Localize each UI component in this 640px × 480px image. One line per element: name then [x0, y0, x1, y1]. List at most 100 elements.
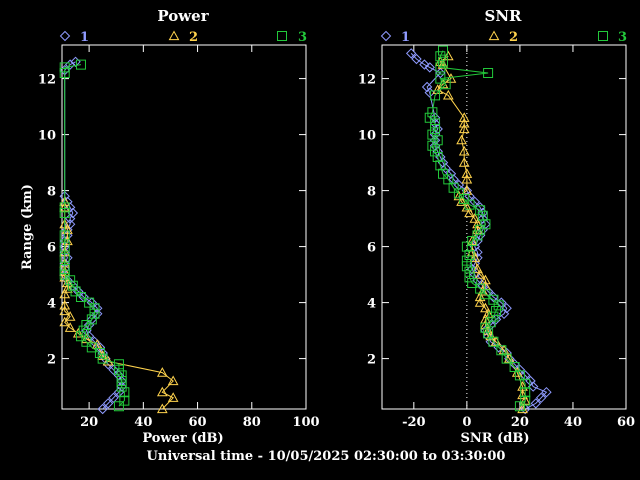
snr-series-2-point: [472, 263, 483, 274]
power-series-3-point: [119, 395, 130, 406]
power-ytick-label: 2: [47, 353, 56, 368]
power-xtick-label: 100: [292, 415, 319, 430]
power-ylabel: Range (km): [20, 184, 35, 270]
snr-legend-marker-2: [488, 30, 500, 41]
snr-series-3-point: [443, 174, 454, 185]
snr-series-3-point: [461, 261, 472, 272]
snr-series-3-point: [435, 62, 446, 73]
snr-series-3-point: [430, 124, 441, 134]
power-xtick-label: 40: [134, 415, 152, 430]
snr-series-1-point: [477, 213, 488, 224]
snr-series-3-point: [461, 241, 472, 252]
snr-series-3-point: [491, 306, 502, 316]
power-series-3-point: [59, 252, 70, 263]
snr-series-3-point: [464, 199, 475, 210]
snr-ytick-label: 6: [367, 241, 376, 256]
power-series-2-point: [156, 403, 168, 414]
power-xtick-label: 60: [189, 415, 207, 430]
power-legend-marker-1: [59, 30, 71, 42]
snr-series-2-point: [472, 218, 483, 229]
power-ytick-label: 8: [47, 185, 56, 200]
snr-series-3-point: [475, 283, 486, 294]
snr-ytick-label: 2: [367, 353, 376, 368]
snr-legend-marker-3: [598, 31, 608, 41]
snr-series-3-point: [488, 336, 499, 347]
snr-series-3-point: [520, 387, 531, 398]
snr-series-1-point: [501, 347, 512, 359]
snr-series-3-point: [514, 401, 525, 412]
snr-xtick-label: -20: [402, 415, 426, 430]
power-series-3-point: [81, 336, 92, 347]
snr-series-2-point: [442, 89, 454, 100]
snr-xlabel: SNR (dB): [461, 431, 530, 446]
power-series-1-point: [94, 342, 106, 353]
power-axes-frame: [61, 44, 307, 410]
power-series-2-point: [59, 266, 71, 276]
snr-series-2-point: [445, 73, 457, 83]
power-series-2-point: [59, 288, 71, 299]
snr-series-3-point: [430, 118, 441, 129]
power-series-3-point: [84, 297, 95, 308]
power-series-1-point: [97, 403, 108, 415]
power-series-3-point: [59, 269, 70, 280]
snr-series-3-point: [483, 68, 494, 78]
footer-time-range: Universal time - 10/05/2025 02:30:00 to …: [147, 449, 506, 464]
snr-series-3-point: [430, 90, 441, 101]
snr-series-1-point: [530, 398, 542, 409]
snr-series-1-point: [419, 59, 430, 70]
snr-ytick-label: 8: [367, 185, 376, 200]
power-series-2-point: [156, 367, 168, 377]
power-series-2-point: [167, 375, 179, 386]
power-series-3-point: [113, 364, 124, 375]
snr-legend-label-2: 2: [509, 30, 518, 45]
snr-series-3-point: [472, 230, 483, 241]
snr-series-3-point: [509, 362, 520, 372]
snr-series-3-point: [480, 322, 491, 333]
snr-series-3-point: [448, 182, 459, 193]
power-series-2-point: [81, 333, 92, 344]
snr-series-2-point: [458, 145, 470, 156]
snr-series-1-point: [541, 386, 552, 398]
power-legend-marker-2: [168, 30, 180, 41]
power-series-3-point: [113, 401, 124, 412]
power-ytick-label: 6: [47, 241, 56, 256]
power-series-3-point: [59, 230, 70, 241]
snr-series-2-point: [480, 302, 491, 313]
power-series-3-line: [64, 64, 125, 407]
snr-series-2-point: [474, 269, 486, 279]
snr-title: SNR: [484, 7, 522, 25]
snr-series-2-point: [469, 213, 481, 223]
power-series-3-point: [113, 359, 124, 370]
snr-series-1-point: [421, 81, 433, 93]
snr-series-2-point: [466, 235, 478, 246]
snr-series-3-point: [432, 135, 443, 146]
power-series-2-point: [59, 299, 71, 310]
snr-series-3-point: [464, 272, 475, 283]
snr-series-2-point: [480, 274, 491, 285]
snr-series-1-point: [535, 392, 547, 404]
snr-series-1-point: [520, 403, 531, 415]
snr-series-2-point: [458, 117, 470, 128]
power-xlabel: Power (dB): [142, 431, 223, 446]
power-series-3-point: [59, 202, 70, 213]
snr-legend-label-3: 3: [618, 30, 627, 45]
power-series-3-point: [59, 62, 70, 73]
power-series-2-line: [64, 201, 175, 410]
snr-series-2-point: [461, 168, 473, 178]
power-ytick-label: 10: [38, 129, 56, 144]
snr-series-3-point: [467, 236, 478, 246]
snr-series-2-point: [464, 207, 475, 218]
snr-series-1-point: [520, 370, 531, 381]
snr-series-3-point: [514, 370, 525, 381]
snr-series-2-point: [474, 291, 486, 302]
power-series-1-point: [64, 218, 76, 230]
power-series-3-point: [94, 348, 105, 358]
snr-series-2-point: [458, 123, 470, 134]
snr-legend-label-1: 1: [401, 30, 410, 45]
power-series-3-point: [75, 59, 86, 70]
snr-series-3-point: [440, 79, 451, 90]
power-series-2-point: [64, 322, 76, 332]
power-series-3-point: [59, 241, 70, 252]
